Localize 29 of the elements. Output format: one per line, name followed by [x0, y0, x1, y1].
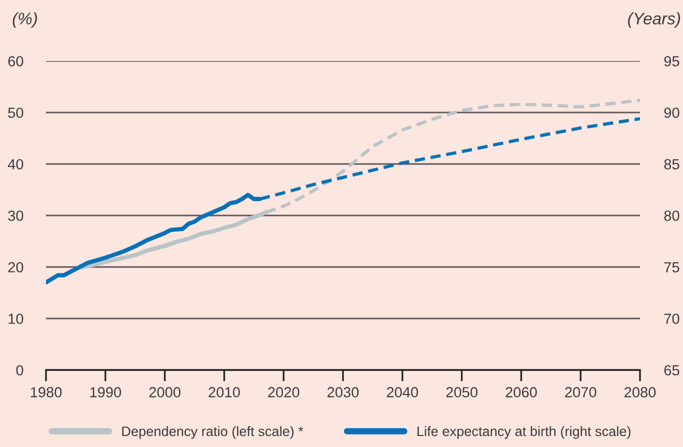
y2-tick-label: 85 — [664, 159, 680, 170]
x-tick-label: 2000 — [149, 387, 180, 398]
y-tick-label: 50 — [8, 108, 24, 118]
y-tick-label: 20 — [8, 262, 24, 272]
y-tick-label: 10 — [8, 314, 24, 324]
x-tick-label: 2060 — [506, 387, 537, 398]
x-tick-label: 2010 — [208, 387, 240, 398]
x-tick-label: 1990 — [90, 387, 122, 398]
y2-axis-title: (Years) — [628, 12, 680, 28]
x-tick-label: 2020 — [268, 387, 300, 398]
y-axis-title: (%) — [12, 12, 37, 28]
y2-tick-label: 90 — [664, 108, 680, 118]
y-tick-label: 0 — [16, 365, 24, 376]
y2-tick-label: 65 — [664, 365, 680, 376]
x-tick-label: 1980 — [30, 387, 62, 398]
x-tick-label: 2070 — [565, 387, 596, 398]
y2-tick-label: 70 — [664, 314, 680, 324]
legend-label: Life expectancy at birth (right scale) — [418, 426, 630, 439]
x-tick-label: 2080 — [624, 387, 656, 398]
x-tick-label: 2030 — [328, 387, 359, 398]
y2-tick-label: 95 — [664, 56, 680, 66]
x-tick-label: 2040 — [386, 387, 418, 398]
x-tick-label: 2050 — [446, 387, 478, 398]
y-tick-label: 30 — [8, 210, 24, 221]
y2-tick-label: 80 — [664, 210, 680, 221]
legend-label: Dependency ratio (left scale) * — [122, 426, 304, 439]
y2-tick-label: 75 — [664, 262, 680, 272]
y-tick-label: 40 — [8, 159, 24, 170]
y-tick-label: 60 — [8, 56, 24, 66]
